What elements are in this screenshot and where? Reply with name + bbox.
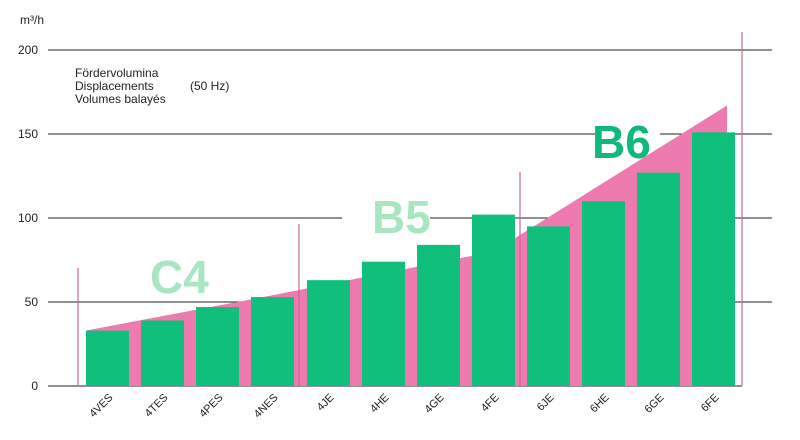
bar-4TES [141,320,184,386]
bar-4VES [86,330,129,386]
x-tick-4FE: 4FE [479,392,502,415]
y-unit-label: m³/h [20,13,44,27]
x-tick-6JE: 6JE [535,392,557,414]
bar-4HE [362,261,405,386]
x-tick-6GE: 6GE [643,392,667,416]
y-tick-200: 200 [18,43,38,57]
x-tick-6FE: 6FE [699,392,722,415]
bar-6HE [582,201,625,386]
bar-4FE [472,214,515,386]
bar-4NES [251,296,294,386]
group-label-C4: C4 [150,251,209,303]
x-tick-4JE: 4JE [315,392,337,414]
chart-legend: Fördervolumina Displacements Volumes bal… [75,66,229,106]
legend-line-2: Displacements [75,79,154,93]
bar-6JE [527,226,570,386]
legend-frequency: (50 Hz) [190,79,230,93]
y-tick-50: 50 [25,295,39,309]
x-tick-4VES: 4VES [87,392,115,420]
bar-4JE [307,280,350,386]
group-label-B6: B6 [592,116,651,168]
x-tick-4NES: 4NES [252,392,281,421]
y-tick-150: 150 [18,127,38,141]
group-label-B5: B5 [372,191,431,243]
bar-6FE [692,132,735,386]
x-tick-4TES: 4TES [143,392,171,420]
legend-line-3: Volumes balayés [75,92,166,106]
y-tick-0: 0 [31,379,38,393]
x-tick-6HE: 6HE [588,392,612,416]
x-tick-4PES: 4PES [197,392,225,420]
x-tick-4GE: 4GE [423,392,447,416]
bar-4PES [196,307,239,386]
bar-4GE [417,244,460,386]
x-tick-4HE: 4HE [368,392,392,416]
bar-6GE [637,172,680,386]
legend-line-1: Fördervolumina [75,66,159,80]
y-tick-100: 100 [18,211,38,225]
